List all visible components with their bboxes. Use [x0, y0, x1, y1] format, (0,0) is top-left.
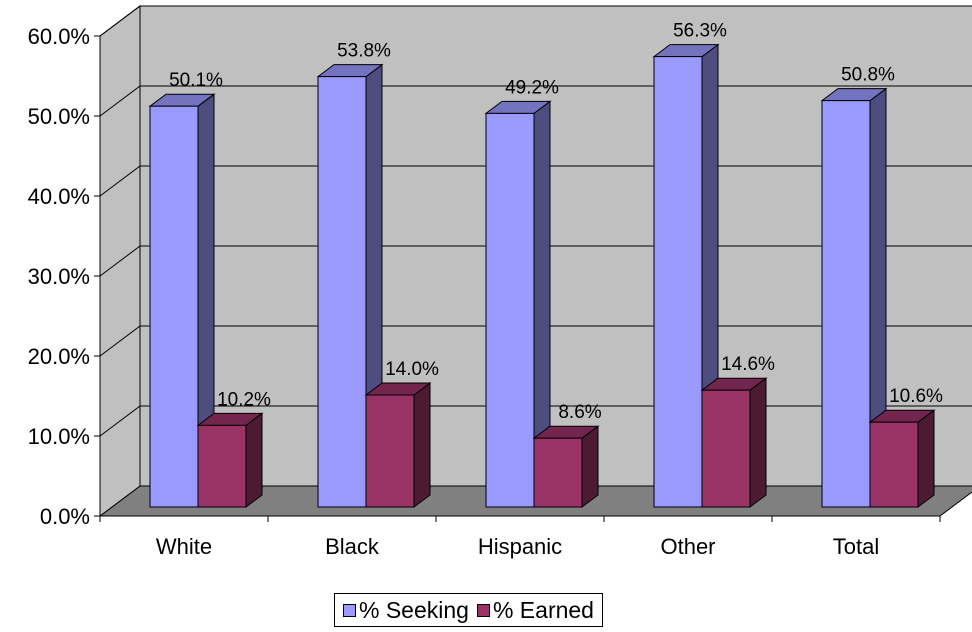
legend-label-earned: % Earned	[492, 596, 594, 623]
bar-earned-hispanic	[533, 437, 583, 508]
bar-seeking-black	[317, 76, 367, 508]
legend-label-seeking: % Seeking	[359, 596, 469, 623]
bar-earned-other-side	[749, 377, 767, 508]
legend-entry-earned: % Earned	[476, 596, 594, 624]
y-tick-label: 10.0%	[28, 424, 90, 449]
data-label-earned-other: 14.6%	[721, 354, 775, 375]
bar-earned-other	[701, 389, 751, 508]
y-tick-label: 0.0%	[40, 504, 90, 529]
data-label-seeking-white: 50.1%	[169, 70, 223, 91]
data-label-earned-hispanic: 8.6%	[558, 402, 601, 423]
legend-swatch-earned	[476, 603, 490, 617]
y-tick-label: 60.0%	[28, 24, 90, 49]
x-tick-label-total: Total	[833, 534, 879, 559]
bar-seeking-total	[821, 100, 871, 508]
x-tick-label-hispanic: Hispanic	[478, 534, 562, 559]
data-label-earned-total: 10.6%	[889, 386, 943, 407]
y-tick-label: 30.0%	[28, 264, 90, 289]
y-tick-label: 40.0%	[28, 184, 90, 209]
bar-earned-black	[365, 394, 415, 508]
x-tick-label-white: White	[156, 534, 212, 559]
legend-entry-seeking: % Seeking	[343, 597, 469, 624]
bar-seeking-other	[653, 56, 703, 508]
y-tick-label: 20.0%	[28, 344, 90, 369]
bar-earned-hispanic-side	[581, 425, 599, 508]
data-label-earned-white: 10.2%	[217, 389, 271, 410]
legend: % Seeking % Earned	[334, 593, 603, 627]
bar-earned-white-side	[245, 412, 263, 508]
data-label-seeking-black: 53.8%	[337, 41, 391, 62]
x-tick-label-black: Black	[325, 534, 380, 559]
x-tick-label-other: Other	[660, 534, 715, 559]
bar-earned-total-side	[917, 409, 935, 508]
data-label-seeking-total: 50.8%	[841, 65, 895, 86]
data-label-earned-black: 14.0%	[385, 359, 439, 380]
bar-earned-black-side	[413, 382, 431, 508]
bar-seeking-hispanic	[485, 112, 535, 508]
legend-swatch-seeking	[343, 603, 356, 617]
bar-earned-white	[197, 424, 247, 508]
y-tick-label: 50.0%	[28, 104, 90, 129]
bar-earned-total	[869, 421, 919, 508]
data-label-seeking-hispanic: 49.2%	[505, 77, 559, 98]
gridline	[99, 5, 972, 37]
data-label-seeking-other: 56.3%	[673, 21, 727, 42]
bar-seeking-white	[149, 105, 199, 508]
